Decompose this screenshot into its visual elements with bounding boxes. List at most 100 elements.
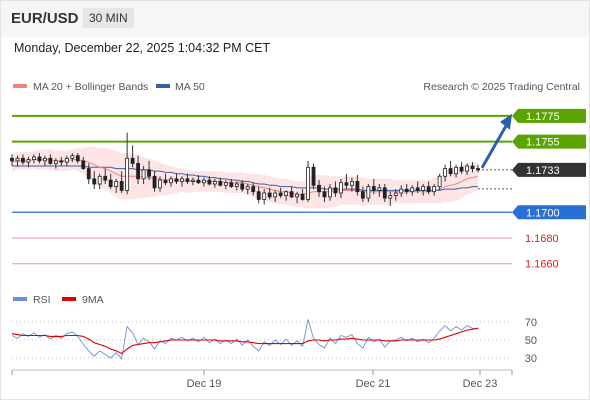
candle-body-up (339, 182, 343, 194)
candle (295, 191, 299, 204)
candle-body-up (42, 157, 47, 162)
candle (339, 178, 343, 199)
candle (32, 154, 36, 164)
candle (196, 175, 201, 184)
candle-body-up (328, 187, 332, 198)
candle (245, 184, 250, 195)
candle (476, 164, 480, 173)
candle-body-down (130, 157, 135, 164)
candle-body-down (48, 157, 53, 164)
target-arrow-shaft (480, 125, 508, 169)
resistance-label: 1.1775 (526, 111, 560, 123)
x-axis: Dec 19 Dec 21 Dec 23 (11, 370, 513, 390)
candle-body-up (223, 182, 228, 186)
candle-body-up (465, 165, 469, 172)
candle (152, 171, 157, 192)
candle-body-up (366, 186, 371, 199)
legend-ma20: MA 20 + Bollinger Bands (13, 81, 148, 93)
candle (251, 182, 256, 196)
candle (163, 173, 168, 186)
candle-body-down (240, 183, 245, 190)
candle-body-up (432, 186, 437, 193)
candle (443, 164, 448, 182)
candle (448, 160, 453, 177)
timeframe-badge[interactable]: 30 MIN (83, 8, 134, 28)
candle (300, 189, 305, 201)
candle-body-down (448, 168, 453, 175)
candle (328, 184, 332, 201)
candle (48, 154, 53, 165)
candle-body-down (119, 181, 124, 191)
candle (404, 184, 409, 195)
candle (53, 158, 58, 169)
weak-level-label: 1.1660 (525, 259, 559, 271)
weak-level-label: 1.1680 (525, 233, 559, 245)
candle-body-up (454, 166, 458, 175)
candle (371, 178, 376, 195)
candle (26, 157, 31, 168)
candle-body-down (37, 156, 42, 162)
candle-body-up (70, 155, 75, 159)
candle (306, 160, 310, 202)
candle-body-down (174, 178, 179, 182)
candle-body-down (92, 178, 97, 185)
candle-body-down (10, 157, 14, 162)
candle-body-down (196, 179, 201, 184)
candle (141, 166, 146, 184)
candle (97, 173, 102, 190)
candle-body-down (152, 175, 157, 189)
candle (174, 173, 179, 184)
candle-body-up (377, 187, 382, 191)
candle-body-down (459, 166, 464, 172)
candle (393, 189, 398, 201)
candle-body-down (344, 182, 349, 186)
candle-body-down (218, 181, 223, 186)
candle (437, 173, 442, 191)
candle-body-up (15, 157, 20, 162)
candle (262, 189, 267, 205)
candle-body-down (360, 191, 365, 199)
candle-body-down (251, 186, 256, 193)
candle-body-down (256, 191, 261, 200)
candle-body-up (437, 175, 442, 187)
candle-body-up (169, 178, 173, 184)
instrument-title: EUR/USD (11, 10, 79, 27)
candle-body-down (108, 179, 113, 187)
candle (21, 154, 25, 165)
candle (212, 178, 217, 188)
level-labels: 1.1775 1.1755 1.1733 1.1700 1.1680 1.1660 (512, 108, 586, 271)
candle-body-up (284, 191, 289, 196)
candle (289, 186, 294, 199)
candle-body-up (64, 157, 69, 163)
candle-body-up (295, 193, 299, 198)
candle-body-down (300, 193, 305, 200)
candle (42, 155, 47, 166)
candle-body-up (349, 181, 354, 186)
candle-body-down (278, 192, 283, 196)
candle (415, 181, 420, 193)
x-tick-label: Dec 21 (356, 378, 391, 390)
candle (223, 180, 228, 190)
candle-body-down (371, 186, 376, 191)
candle-body-down (267, 192, 272, 198)
candle (459, 162, 464, 174)
candle (317, 180, 321, 197)
ma20-legend-label: MA 20 + Bollinger Bands (33, 81, 148, 93)
candle (322, 186, 327, 202)
candle-body-down (86, 168, 91, 180)
candle (333, 181, 338, 197)
candle (240, 180, 245, 192)
rsi-tick-label: 50 (525, 335, 537, 347)
candle (366, 184, 371, 202)
candle (410, 185, 415, 196)
header-bar: EUR/USD 30 MIN (1, 1, 589, 37)
current-price-tag (512, 162, 586, 177)
candle (136, 155, 141, 184)
x-tick-label: Dec 19 (187, 378, 222, 390)
candle (267, 187, 272, 200)
candle-body-up (158, 179, 162, 189)
candle-body-down (415, 187, 420, 191)
candle-body-up (262, 192, 267, 200)
